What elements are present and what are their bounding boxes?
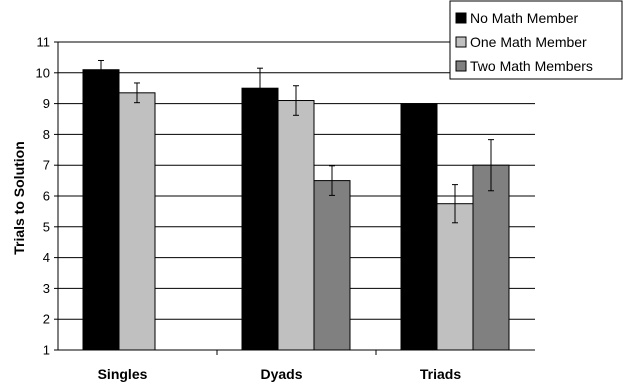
legend-swatch — [455, 36, 467, 48]
bar-2-1 — [313, 180, 351, 351]
bar-1-0 — [118, 92, 156, 351]
legend-swatch — [455, 60, 467, 72]
axes — [54, 41, 535, 355]
y-tick-label: 10 — [36, 65, 50, 80]
y-tick-labels: 1 2 3 4 5 6 7 8 9 10 11 — [36, 35, 50, 358]
bar-1-2 — [436, 203, 474, 351]
y-tick-label: 6 — [43, 189, 50, 204]
bar-2-2 — [472, 164, 510, 351]
bar-1-1 — [277, 100, 315, 351]
legend: No Math Member One Math Member Two Math Me… — [449, 0, 623, 80]
bar-0-2 — [400, 103, 438, 351]
bar-0-0 — [82, 69, 120, 351]
y-tick-label: 3 — [43, 281, 50, 296]
legend-label: Two Math Members — [470, 58, 593, 74]
error-bars — [98, 59, 494, 224]
category-label: Singles — [98, 366, 148, 382]
y-axis-title: Trials to Solution — [11, 141, 27, 255]
y-tick-label: 1 — [43, 343, 50, 358]
category-labels: Singles Dyads Triads — [98, 366, 462, 382]
y-tick-label: 5 — [43, 219, 50, 234]
y-tick-label: 4 — [43, 250, 50, 265]
legend-swatch — [455, 12, 467, 24]
category-label: Triads — [420, 366, 461, 382]
y-tick-label: 8 — [43, 127, 50, 142]
category-label: Dyads — [260, 366, 302, 382]
y-tick-label: 7 — [43, 158, 50, 173]
y-tick-label: 2 — [43, 312, 50, 327]
y-tick-label: 9 — [43, 96, 50, 111]
legend-label: No Math Member — [470, 10, 578, 26]
y-tick-label: 11 — [37, 35, 51, 50]
bar-0-1 — [241, 87, 279, 351]
legend-label: One Math Member — [470, 34, 587, 50]
legend-box — [449, 0, 623, 80]
